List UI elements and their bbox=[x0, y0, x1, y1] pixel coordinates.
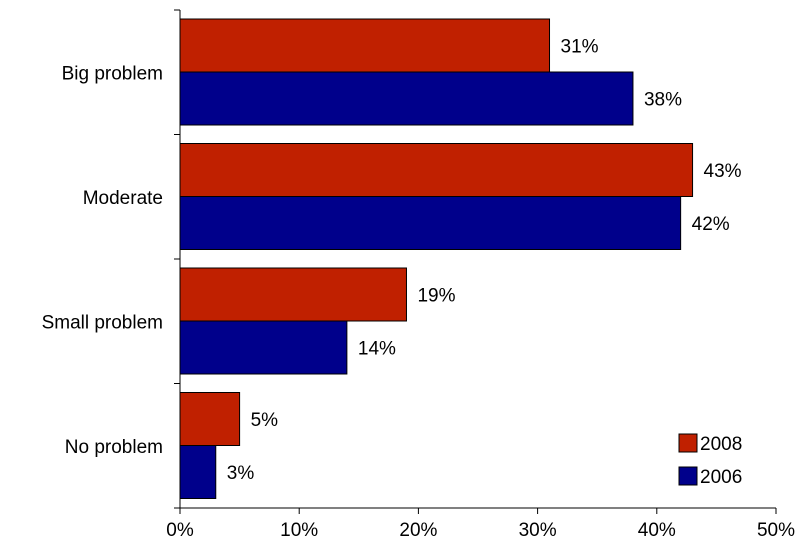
legend-label-2006: 2006 bbox=[700, 467, 742, 488]
data-label-2008-no-problem: 5% bbox=[251, 410, 279, 431]
x-tick-label: 0% bbox=[166, 520, 194, 541]
bar-2008-moderate bbox=[179, 143, 694, 197]
data-label-2006-no-problem: 3% bbox=[227, 463, 255, 484]
legend-swatch-2006 bbox=[678, 466, 698, 486]
x-tick-label: 10% bbox=[280, 520, 318, 541]
data-label-2006-big-problem: 38% bbox=[644, 90, 682, 111]
legend-label-2008: 2008 bbox=[700, 434, 742, 455]
y-tick-label: No problem bbox=[65, 437, 163, 458]
bar-2006-big-problem bbox=[179, 71, 634, 126]
y-tick-label: Small problem bbox=[42, 312, 163, 333]
legend-swatch-2008 bbox=[678, 433, 698, 453]
bar-2006-no-problem bbox=[179, 445, 217, 499]
data-label-2008-small-problem: 19% bbox=[417, 286, 455, 307]
data-label-2006-moderate: 42% bbox=[692, 214, 730, 235]
bar-2006-moderate bbox=[179, 196, 682, 250]
y-tick-label: Big problem bbox=[62, 63, 163, 84]
bar-2008-big-problem bbox=[179, 18, 551, 73]
legend: 2008 2006 bbox=[678, 433, 742, 488]
data-label-2006-small-problem: 14% bbox=[358, 339, 396, 360]
y-tick-label: Moderate bbox=[83, 188, 163, 209]
axes-layer: Big problem Moderate Small problem No probl… bbox=[42, 9, 795, 541]
bar-2006-small-problem bbox=[179, 320, 348, 375]
bars-layer: 31% 38% 43% 42% 19% 14% 5% 3% bbox=[179, 18, 742, 499]
x-tick-label: 20% bbox=[399, 520, 437, 541]
data-label-2008-moderate: 43% bbox=[704, 161, 742, 182]
data-label-2008-big-problem: 31% bbox=[561, 37, 599, 58]
x-tick-label: 40% bbox=[638, 520, 676, 541]
x-tick-label: 30% bbox=[519, 520, 557, 541]
bar-2008-small-problem bbox=[179, 267, 407, 322]
bar-2008-no-problem bbox=[179, 392, 241, 446]
x-tick-label: 50% bbox=[757, 520, 795, 541]
